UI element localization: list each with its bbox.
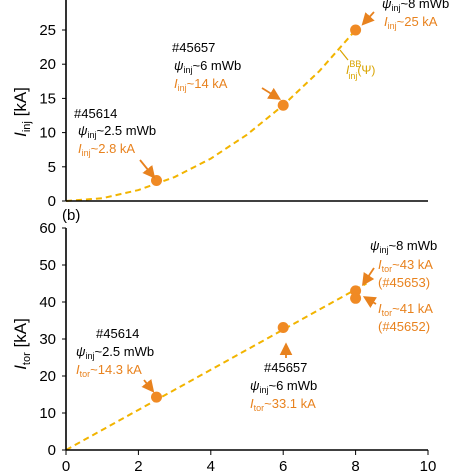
panel-a-annotation-8mwb: ψinj~8 mWb Iinj~25 kA xyxy=(361,0,449,31)
panel-a-annotation-45657: #45657 ψinj~6 mWb Iinj~14 kA xyxy=(172,40,282,100)
y-tick-label: 50 xyxy=(39,257,56,274)
panel-b-x-ticks: 0 2 4 6 8 10 xyxy=(62,450,437,474)
y-tick-label: 40 xyxy=(39,294,56,311)
shot-label: #45657 xyxy=(264,360,307,375)
panel-b-annotation-8mwb: ψinj~8 mWb Itor~43 kA (#45653) Itor~41 k… xyxy=(362,238,437,334)
fit-label-pointer xyxy=(339,49,349,61)
y-tick-label: 15 xyxy=(39,90,56,107)
fit-line xyxy=(65,29,357,202)
x-tick-label: 8 xyxy=(351,458,359,474)
panel-a-y-axis-label: Iinj [kA] xyxy=(11,87,33,137)
data-point xyxy=(151,174,162,186)
shot-label-45653: (#45653) xyxy=(378,275,430,290)
x-tick-label: 2 xyxy=(134,458,142,474)
panel-b-y-ticks: 0 10 20 30 40 50 60 xyxy=(39,220,66,459)
psi-label: ψinj~2.5 mWb xyxy=(76,344,154,361)
panel-b-points xyxy=(151,285,362,403)
panel-b-y-axis-label: Itor [kA] xyxy=(11,318,33,370)
shot-label-45652: (#45652) xyxy=(378,319,430,334)
x-tick-label: 6 xyxy=(279,458,287,474)
y-tick-label: 10 xyxy=(39,125,56,142)
shot-label: #45614 xyxy=(74,106,117,121)
panel-b-annotation-45614: #45614 ψinj~2.5 mWb Itor~14.3 kA xyxy=(76,326,155,393)
panel-b: (b) 0 10 20 30 40 50 60 0 2 4 6 8 10 Itor [kA] #456… xyxy=(11,207,437,474)
panel-b-label: (b) xyxy=(62,207,80,224)
psi-label: ψinj~6 mWb xyxy=(250,378,317,395)
y-tick-label: 60 xyxy=(39,220,56,237)
current-label: Iinj~2.8 kA xyxy=(78,141,135,158)
annotation-arrow xyxy=(261,87,282,100)
annotation-arrow-45653 xyxy=(362,267,375,286)
current-label: Iinj~25 kA xyxy=(384,14,438,31)
panel-a-fit-label: IBB inj(Ψ) xyxy=(339,49,375,81)
y-tick-label: 30 xyxy=(39,331,56,348)
shot-label: #45657 xyxy=(172,40,215,55)
panel-a-points xyxy=(151,24,362,186)
panel-b-fit-line xyxy=(65,282,367,451)
annotation-arrow-45652 xyxy=(362,296,377,309)
y-tick-label: 25 xyxy=(39,22,56,39)
current-label: Itor~33.1 kA xyxy=(250,396,316,413)
panel-b-annotation-45657: #45657 ψinj~6 mWb Itor~33.1 kA xyxy=(250,342,317,413)
data-point xyxy=(350,292,362,304)
current-label: Iinj~14 kA xyxy=(174,76,228,93)
annotation-arrow xyxy=(141,379,155,393)
y-tick-label: 0 xyxy=(48,442,56,459)
data-point xyxy=(350,24,362,36)
panel-a-fit-curve xyxy=(65,29,357,202)
panel-a-annotation-45614: #45614 ψinj~2.5 mWb Iinj~2.8 kA xyxy=(74,106,156,179)
y-tick-label: 20 xyxy=(39,56,56,73)
y-tick-label: 5 xyxy=(48,159,56,176)
annotation-arrow xyxy=(139,159,156,179)
data-point xyxy=(151,391,162,403)
data-point xyxy=(277,322,289,334)
x-tick-label: 4 xyxy=(207,458,215,474)
current-label: Itor~14.3 kA xyxy=(76,362,142,379)
data-point xyxy=(277,99,289,111)
x-tick-label: 10 xyxy=(420,458,437,474)
y-tick-label: 0 xyxy=(48,193,56,210)
psi-label: ψinj~6 mWb xyxy=(174,58,241,75)
panel-a-y-ticks: 0 5 10 15 20 25 xyxy=(39,22,66,210)
current-label-45653: Itor~43 kA xyxy=(378,257,433,274)
shot-label: #45614 xyxy=(96,326,139,341)
psi-label: ψinj~8 mWb xyxy=(370,238,437,255)
current-label-45652: Itor~41 kA xyxy=(378,301,433,318)
y-tick-label: 10 xyxy=(39,405,56,422)
annotation-arrow xyxy=(361,11,375,26)
psi-label: ψinj~8 mWb xyxy=(382,0,449,13)
panel-a: 0 5 10 15 20 25 Iinj [kA] #45614 ψinj~2.5 mWb… xyxy=(11,0,449,210)
y-tick-label: 20 xyxy=(39,368,56,385)
x-tick-label: 0 xyxy=(62,458,70,474)
psi-label: ψinj~2.5 mWb xyxy=(78,123,156,140)
fit-line xyxy=(65,282,367,451)
fit-label: IBB inj(Ψ) xyxy=(346,59,375,81)
